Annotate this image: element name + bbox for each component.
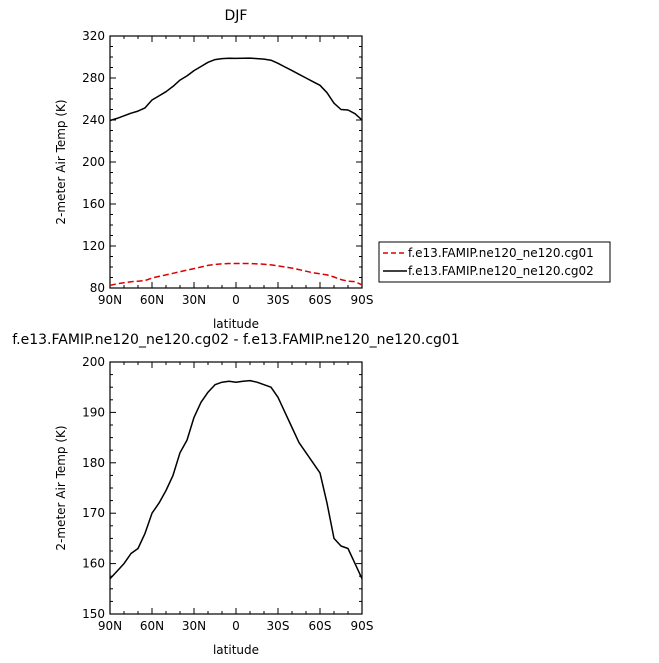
chart-bottom: f.e13.FAMIP.ne120_ne120.cg02 - f.e13.FAM… bbox=[12, 332, 460, 657]
chart-bottom-xlabel: latitude bbox=[213, 643, 259, 657]
x-tick-label: 30S bbox=[267, 619, 290, 633]
y-tick-label: 200 bbox=[82, 355, 105, 369]
y-tick-label: 170 bbox=[82, 506, 105, 520]
legend-label-cg01: f.e13.FAMIP.ne120_ne120.cg01 bbox=[408, 246, 594, 260]
chart-top: DJF 80 120 160 200 240 280 320 90N 60N 30N 0 30S 60… bbox=[54, 8, 611, 331]
chart-bottom-x-ticks: 90N 60N 30N 0 30S 60S 90S bbox=[98, 362, 374, 633]
y-tick-label: 160 bbox=[82, 197, 105, 211]
chart-bottom-title: f.e13.FAMIP.ne120_ne120.cg02 - f.e13.FAM… bbox=[12, 332, 460, 348]
x-tick-label: 30N bbox=[182, 293, 206, 307]
chart-top-series bbox=[109, 57, 363, 287]
legend-label-cg02: f.e13.FAMIP.ne120_ne120.cg02 bbox=[408, 264, 594, 278]
x-tick-label: 90S bbox=[351, 619, 374, 633]
x-tick-label: 90N bbox=[98, 293, 122, 307]
series-line-top-f-e13-famip-ne120-ne120-cg01 bbox=[109, 262, 363, 287]
chart-top-plot-frame bbox=[109, 35, 363, 289]
x-tick-label: 60S bbox=[309, 293, 332, 307]
series-line-top-f-e13-famip-ne120-ne120-cg02 bbox=[109, 57, 363, 122]
x-tick-label: 0 bbox=[232, 619, 240, 633]
y-tick-label: 240 bbox=[82, 113, 105, 127]
chart-bottom-y-ticks: 150 160 170 180 190 200 bbox=[82, 355, 362, 621]
chart-bottom-series bbox=[109, 379, 363, 580]
x-tick-label: 30N bbox=[182, 619, 206, 633]
y-tick-label: 200 bbox=[82, 155, 105, 169]
series-line-bottom-difference bbox=[109, 379, 363, 580]
x-tick-label: 90S bbox=[351, 293, 374, 307]
chart-top-title: DJF bbox=[225, 8, 248, 24]
chart-top-x-ticks: 90N 60N 30N 0 30S 60S 90S bbox=[98, 36, 374, 307]
chart-top-xlabel: latitude bbox=[213, 317, 259, 331]
y-tick-label: 320 bbox=[82, 29, 105, 43]
chart-bottom-ylabel: 2-meter Air Temp (K) bbox=[54, 425, 68, 550]
y-tick-label: 280 bbox=[82, 71, 105, 85]
chart-top-ylabel: 2-meter Air Temp (K) bbox=[54, 99, 68, 224]
chart-top-y-ticks: 80 120 160 200 240 280 320 bbox=[82, 29, 362, 295]
x-tick-label: 60N bbox=[140, 619, 164, 633]
y-tick-label: 190 bbox=[82, 405, 105, 419]
x-tick-label: 60N bbox=[140, 293, 164, 307]
x-tick-label: 30S bbox=[267, 293, 290, 307]
y-tick-label: 160 bbox=[82, 557, 105, 571]
y-tick-label: 150 bbox=[82, 607, 105, 621]
y-tick-label: 80 bbox=[90, 281, 105, 295]
y-tick-label: 120 bbox=[82, 239, 105, 253]
legend-frame bbox=[378, 241, 611, 283]
x-tick-label: 0 bbox=[232, 293, 240, 307]
chart-top-legend: f.e13.FAMIP.ne120_ne120.cg01 f.e13.FAMIP… bbox=[378, 241, 611, 283]
x-tick-label: 60S bbox=[309, 619, 332, 633]
x-tick-label: 90N bbox=[98, 619, 122, 633]
y-tick-label: 180 bbox=[82, 456, 105, 470]
